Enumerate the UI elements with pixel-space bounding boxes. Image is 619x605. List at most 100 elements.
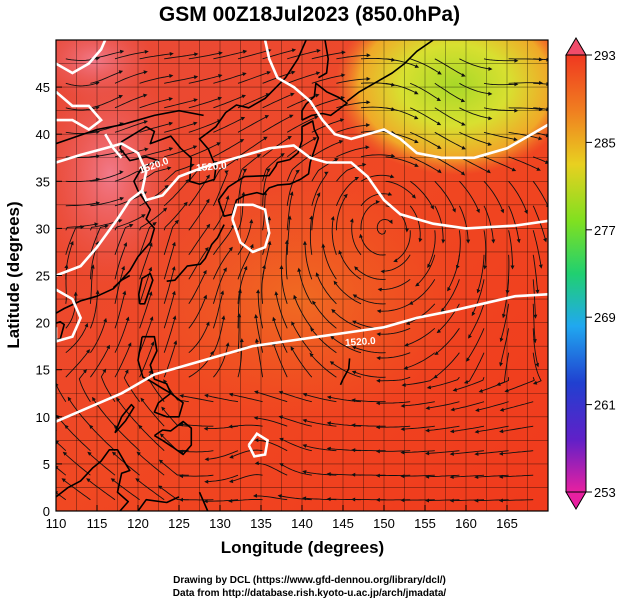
streamline xyxy=(435,352,460,377)
streamline xyxy=(65,82,98,87)
streamline xyxy=(237,170,246,206)
streamline-arrowhead xyxy=(516,238,521,244)
streamline xyxy=(467,328,485,360)
streamline xyxy=(336,146,367,158)
streamline xyxy=(329,422,362,427)
streamline-arrowhead xyxy=(291,321,295,326)
colorbar-tick-label: 253 xyxy=(594,485,616,500)
streamline-arrowhead xyxy=(538,136,543,141)
streamline xyxy=(354,424,386,427)
streamline-arrowhead xyxy=(326,395,332,400)
streamline xyxy=(410,58,440,74)
streamline-arrowhead xyxy=(103,317,107,323)
streamline-arrowhead xyxy=(302,240,307,245)
streamline xyxy=(428,425,460,431)
streamline xyxy=(428,230,436,266)
streamline xyxy=(532,303,536,341)
streamline-arrowhead xyxy=(204,457,209,462)
streamline xyxy=(237,194,244,231)
streamline-arrowhead xyxy=(249,243,254,249)
streamline xyxy=(311,329,337,354)
streamline xyxy=(65,202,98,207)
streamline xyxy=(163,244,175,280)
streamline-arrowhead xyxy=(414,64,420,68)
coastline xyxy=(339,358,351,386)
streamline-arrowhead xyxy=(403,365,408,370)
streamline xyxy=(213,140,242,158)
streamline-arrowhead xyxy=(295,169,300,174)
streamline xyxy=(427,474,460,478)
streamline-arrowhead xyxy=(144,147,149,152)
streamline-arrowhead xyxy=(315,93,320,98)
streamline xyxy=(378,376,411,382)
streamline xyxy=(427,499,460,501)
streamline xyxy=(404,376,436,386)
streamline xyxy=(472,279,485,314)
streamline-arrowhead xyxy=(206,223,211,229)
streamline-arrowhead xyxy=(179,474,184,479)
streamline xyxy=(508,230,513,267)
streamline xyxy=(378,401,411,404)
streamline xyxy=(206,425,239,430)
streamline xyxy=(163,318,176,353)
streamline xyxy=(383,254,411,272)
streamline xyxy=(410,131,440,148)
streamline-arrowhead xyxy=(204,479,209,484)
streamline-arrowhead xyxy=(242,72,247,77)
x-tick-label: 165 xyxy=(496,516,518,531)
streamline-arrowhead xyxy=(106,344,110,350)
streamline xyxy=(90,347,109,378)
streamline-arrowhead xyxy=(263,136,268,141)
contour-line xyxy=(231,203,271,254)
streamline xyxy=(291,348,313,378)
streamline-arrowhead xyxy=(216,142,221,146)
streamline-arrowhead xyxy=(468,334,472,339)
y-tick-label: 5 xyxy=(43,457,50,472)
streamline-arrowhead xyxy=(159,433,165,438)
cool-region xyxy=(335,40,548,175)
streamline-arrowhead xyxy=(95,201,101,206)
streamline-arrowhead xyxy=(148,266,153,272)
streamline xyxy=(380,278,411,290)
streamline-arrowhead xyxy=(143,70,148,75)
streamline-arrowhead xyxy=(225,342,230,347)
streamline xyxy=(164,99,196,109)
streamline xyxy=(532,181,548,206)
streamline xyxy=(114,268,124,304)
streamline xyxy=(286,218,291,255)
streamline xyxy=(237,137,266,158)
streamline-arrowhead xyxy=(129,223,134,228)
streamline xyxy=(273,319,288,353)
streamline xyxy=(281,464,312,476)
coastline xyxy=(346,40,434,102)
streamline-arrowhead xyxy=(321,243,326,248)
streamline xyxy=(434,180,455,210)
streamline-arrowhead xyxy=(289,114,294,119)
streamline xyxy=(385,156,417,166)
streamline xyxy=(286,116,317,133)
streamline xyxy=(459,107,490,119)
streamline xyxy=(163,293,175,329)
streamline xyxy=(360,201,378,231)
streamline-arrowhead xyxy=(64,424,69,429)
streamline xyxy=(286,171,298,206)
streamline-arrowhead xyxy=(89,424,94,429)
streamline-arrowhead xyxy=(437,145,442,149)
streamline xyxy=(139,294,152,329)
streamline xyxy=(335,282,362,305)
streamline-arrowhead xyxy=(436,97,441,101)
streamline xyxy=(256,341,264,378)
streamline-arrowhead xyxy=(476,208,480,214)
streamline xyxy=(206,499,239,502)
streamline-arrowhead xyxy=(293,294,298,300)
streamline xyxy=(160,461,189,476)
streamline xyxy=(139,98,171,109)
streamline xyxy=(378,425,411,428)
streamline xyxy=(188,272,206,305)
streamline xyxy=(459,131,490,145)
streamline-arrowhead xyxy=(193,75,199,80)
streamline xyxy=(262,243,271,280)
streamline xyxy=(212,248,232,280)
coastline xyxy=(166,224,225,282)
streamline xyxy=(331,219,337,255)
